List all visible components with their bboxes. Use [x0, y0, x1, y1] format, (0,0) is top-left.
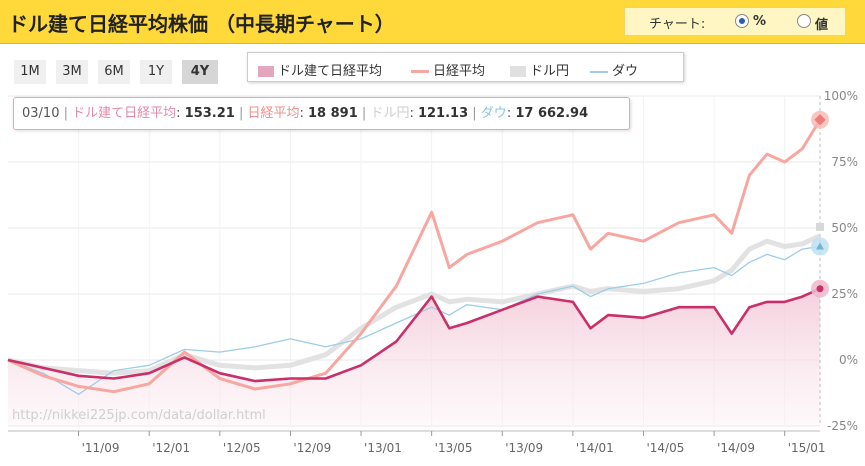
series-usdjpy-line	[7, 233, 822, 376]
watermark-url: http://nikkei225jp.com/data/dollar.html	[12, 408, 266, 423]
range-4y-button[interactable]: 4Y	[182, 60, 218, 84]
dollar-nikkei-area	[8, 288, 820, 426]
chart-tooltip: 03/10 | ドル建て日経平均: 153.21 | 日経平均: 18 891 …	[13, 97, 630, 130]
series-dow-line	[7, 245, 821, 395]
usdjpy-end-marker	[816, 222, 824, 231]
x-tick-label: '14/09	[717, 441, 755, 455]
tooltip-dollar-nikkei-value: 153.21	[184, 106, 235, 121]
legend-swatch	[411, 70, 429, 73]
legend-swatch	[590, 70, 608, 73]
value-radio-label[interactable]: 値	[815, 18, 829, 33]
legend-swatch	[510, 66, 526, 77]
legend-swatch	[258, 66, 274, 77]
value-radio[interactable]	[797, 14, 811, 28]
x-tick-label: '13/01	[364, 441, 402, 455]
y-tick-label: 25%	[831, 287, 858, 301]
y-tick-label: 100%	[824, 89, 858, 103]
percent-radio[interactable]	[735, 14, 749, 28]
y-tick-label: 75%	[831, 155, 858, 169]
tooltip-dow-value: 17 662.94	[515, 106, 589, 121]
legend-item-dow[interactable]: ダウ	[590, 60, 638, 79]
tooltip-usdjpy-value: 121.13	[417, 106, 469, 121]
x-tick-label: '14/01	[576, 441, 614, 455]
x-tick-label: '12/01	[152, 441, 190, 455]
x-tick-label: '13/09	[505, 441, 543, 455]
x-tick-label: '12/05	[223, 441, 261, 455]
y-tick-label: -25%	[827, 419, 858, 433]
page-title: ドル建て日経平均株価 （中長期チャート）	[8, 12, 395, 36]
tooltip-nikkei-value: 18 891	[308, 106, 358, 121]
legend-item-dollar-nikkei[interactable]: ドル建て日経平均	[258, 60, 382, 79]
range-1y-button[interactable]: 1Y	[140, 60, 172, 84]
tooltip-date: 03/10	[22, 106, 60, 121]
tooltip-dow-label: ダウ	[480, 106, 507, 121]
x-tick-label: '13/05	[435, 441, 473, 455]
tooltip-dollar-nikkei-label: ドル建て日経平均	[72, 106, 177, 121]
x-tick-label: '11/09	[82, 441, 120, 455]
chart-mode-toggle: チャート: % 値	[624, 7, 846, 36]
dollar-nikkei-end-dot	[816, 285, 824, 293]
x-tick-label: '15/01	[788, 441, 826, 455]
range-3m-button[interactable]: 3M	[56, 60, 88, 84]
series-dollar-nikkei-line	[7, 287, 821, 383]
range-1m-button[interactable]: 1M	[14, 60, 46, 84]
chart-legend: ドル建て日経平均 日経平均 ドル円 ダウ	[247, 52, 684, 82]
x-tick-label: '12/09	[293, 441, 331, 455]
y-tick-label: 0%	[839, 353, 858, 367]
range-6m-button[interactable]: 6M	[98, 60, 130, 84]
header-bar: ドル建て日経平均株価 （中長期チャート） チャート: % 値	[0, 0, 865, 44]
tooltip-usdjpy-label: ドル円	[370, 106, 410, 121]
percent-radio-label[interactable]: %	[753, 14, 767, 29]
legend-item-nikkei[interactable]: 日経平均	[411, 60, 485, 79]
dow-end-triangle	[816, 242, 824, 250]
tooltip-nikkei-label: 日経平均	[247, 106, 300, 121]
x-tick-label: '14/05	[646, 441, 684, 455]
legend-item-usdjpy[interactable]: ドル円	[510, 60, 569, 79]
chart-mode-label: チャート:	[649, 17, 706, 32]
y-tick-label: 50%	[831, 221, 858, 235]
